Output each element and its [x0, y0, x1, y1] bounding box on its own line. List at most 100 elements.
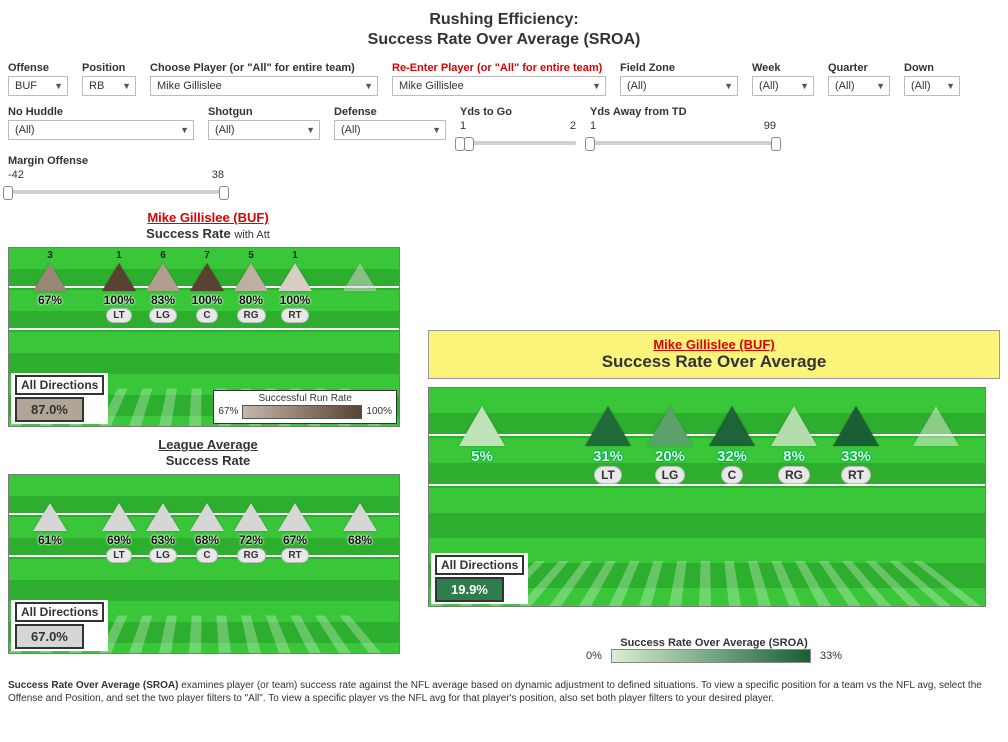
triangle-icon [647, 406, 693, 446]
attempts: 1 [273, 250, 317, 262]
filter-label-quarter: Quarter [828, 62, 890, 74]
filter-select-player2[interactable]: Mike Gillislee▼ [392, 76, 606, 96]
all-directions-value: 19.9% [435, 577, 504, 602]
triangle-icon [190, 503, 224, 531]
filter-select-quarter[interactable]: (All)▼ [828, 76, 890, 96]
slider-thumb-right[interactable] [464, 137, 474, 151]
slider-margin[interactable] [8, 184, 224, 200]
legend-sroa-min: 0% [586, 650, 602, 662]
filter-select-nohuddle[interactable]: (All) ▼ [8, 120, 194, 140]
filter-value-nohuddle: (All) [15, 124, 35, 136]
sroa-header: Mike Gillislee (BUF) Success Rate Over A… [428, 330, 1000, 379]
position-tag: RG [778, 466, 810, 484]
direction-LG: 683%LG [141, 250, 185, 323]
percent-label: 100% [97, 293, 141, 307]
position-tag: LG [655, 466, 686, 484]
slider-min-ydstogo: 1 [460, 120, 466, 134]
filter-label-position: Position [82, 62, 136, 74]
slider-ydsaway[interactable] [590, 135, 776, 151]
direction-sideL: 367% [25, 250, 75, 307]
chevron-down-icon: ▼ [592, 81, 601, 91]
filter-select-week[interactable]: (All)▼ [752, 76, 814, 96]
direction-RG: 8%RG [765, 406, 823, 484]
direction-sideR [907, 406, 965, 448]
player-chart-subtitle-small: with Att [234, 229, 269, 241]
filter-select-defense[interactable]: (All) ▼ [334, 120, 446, 140]
footnote: Success Rate Over Average (SROA) examine… [8, 679, 1000, 705]
sroa-player-link[interactable]: Mike Gillislee (BUF) [653, 337, 774, 352]
filter-label-player1: Choose Player (or "All" for entire team) [150, 62, 378, 74]
slider-label-ydstogo: Yds to Go [460, 106, 576, 118]
direction-C: 7100%C [185, 250, 229, 323]
triangle-icon [343, 503, 377, 531]
sroa-chart: 5%31%LT20%LG32%C8%RG33%RT All Directions… [428, 387, 986, 607]
slider-max-ydstogo: 2 [570, 120, 576, 134]
page-title: Rushing Efficiency: Success Rate Over Av… [8, 10, 1000, 50]
player-success-chart: 367%1100%LT683%LG7100%C580%RG1100%RT All… [8, 247, 400, 427]
filter-value-player1: Mike Gillislee [157, 80, 222, 92]
chevron-down-icon: ▼ [54, 81, 63, 91]
triangle-icon [771, 406, 817, 446]
percent-label: 67% [273, 533, 317, 547]
slider-thumb-right[interactable] [219, 186, 229, 200]
slider-label-margin: Margin Offense [8, 155, 224, 167]
chevron-down-icon: ▼ [432, 125, 441, 135]
position-tag: RT [281, 308, 308, 323]
player-chart-subtitle: Success Rate [146, 226, 231, 241]
percent-label: 61% [25, 533, 75, 547]
position-tag: C [196, 308, 217, 323]
legend-sroa: Success Rate Over Average (SROA) 0% 33% [428, 637, 1000, 663]
filter-select-down[interactable]: (All)▼ [904, 76, 960, 96]
all-directions-value: 87.0% [15, 397, 84, 422]
chevron-down-icon: ▼ [800, 81, 809, 91]
footnote-bold: Success Rate Over Average (SROA) [8, 680, 178, 691]
slider-min-margin: -42 [8, 169, 24, 183]
filter-label-shotgun: Shotgun [208, 106, 320, 118]
league-title: League Average [158, 437, 257, 452]
slider-ydstogo[interactable] [460, 135, 576, 151]
direction-sideL: 5% [453, 406, 511, 465]
slider-thumb-left[interactable] [585, 137, 595, 151]
chevron-down-icon: ▼ [364, 81, 373, 91]
player-name-link[interactable]: Mike Gillislee (BUF) [147, 210, 268, 225]
filter-label-down: Down [904, 62, 960, 74]
filter-select-fieldzone[interactable]: (All)▼ [620, 76, 738, 96]
league-subtitle: Success Rate [166, 453, 251, 468]
filter-select-offense[interactable]: BUF ▼ [8, 76, 68, 96]
filter-select-shotgun[interactable]: (All)▼ [208, 120, 320, 140]
filter-value-offense: BUF [15, 80, 37, 92]
percent-label: 83% [141, 293, 185, 307]
chevron-down-icon: ▼ [306, 125, 315, 135]
direction-LG: 20%LG [641, 406, 699, 484]
attempts: 1 [97, 250, 141, 262]
filter-value-down: (All) [911, 80, 931, 92]
triangle-icon [102, 503, 136, 531]
percent-label: 20% [641, 448, 699, 465]
filter-label-week: Week [752, 62, 814, 74]
slider-min-ydsaway: 1 [590, 120, 596, 134]
percent-label: 80% [229, 293, 273, 307]
chevron-down-icon: ▼ [180, 125, 189, 135]
filter-label-defense: Defense [334, 106, 446, 118]
direction-LT: 31%LT [579, 406, 637, 484]
player-chart-title: Mike Gillislee (BUF) Success Rate with A… [8, 210, 408, 243]
attempts: 7 [185, 250, 229, 262]
direction-LT: 1100%LT [97, 250, 141, 323]
legend-max: 100% [366, 406, 392, 417]
triangle-icon [234, 263, 268, 291]
direction-C: 32%C [703, 406, 761, 484]
percent-label: 8% [765, 448, 823, 465]
filter-select-position[interactable]: RB▼ [82, 76, 136, 96]
triangle-icon [278, 503, 312, 531]
triangle-icon [913, 406, 959, 446]
slider-thumb-left[interactable] [3, 186, 13, 200]
slider-thumb-right[interactable] [771, 137, 781, 151]
filter-label-player2: Re-Enter Player (or "All" for entire tea… [392, 62, 606, 74]
filter-value-defense: (All) [341, 124, 361, 136]
filter-select-player1[interactable]: Mike Gillislee ▼ [150, 76, 378, 96]
triangle-icon [459, 406, 505, 446]
filter-value-quarter: (All) [835, 80, 855, 92]
percent-label: 100% [273, 293, 317, 307]
position-tag: RT [841, 466, 871, 484]
triangle-icon [146, 263, 180, 291]
